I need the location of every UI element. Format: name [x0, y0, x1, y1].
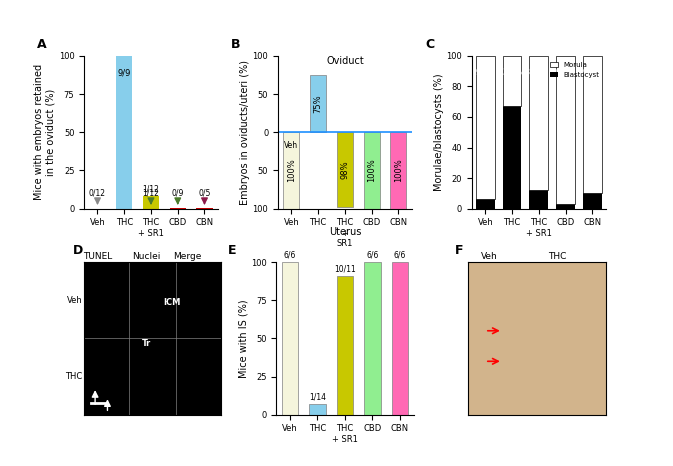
Text: 9/9: 9/9	[118, 68, 131, 77]
Bar	[556, 56, 575, 204]
Text: THC: THC	[65, 372, 83, 381]
Text: 97%: 97%	[556, 68, 575, 77]
Text: 0/9: 0/9	[172, 189, 184, 198]
Text: F: F	[455, 244, 463, 257]
Text: 10/11: 10/11	[334, 265, 356, 274]
Text: 90%: 90%	[582, 68, 602, 77]
Text: THC: THC	[548, 252, 567, 261]
Text: D: D	[73, 244, 83, 257]
Bar	[337, 132, 353, 207]
Text: Tr: Tr	[142, 339, 151, 348]
Text: 98%: 98%	[341, 160, 349, 179]
Text: Veh: Veh	[67, 296, 83, 305]
Text: 1/14: 1/14	[309, 392, 326, 402]
Text: TUNEL: TUNEL	[83, 252, 112, 261]
Bar	[390, 132, 406, 209]
Text: 100%: 100%	[287, 158, 296, 182]
Y-axis label: Mice with embryos retained
in the oviduct (%): Mice with embryos retained in the oviduc…	[34, 64, 56, 200]
Text: Veh: Veh	[481, 252, 497, 261]
Text: Uterus: Uterus	[328, 227, 361, 237]
Bar	[392, 262, 408, 415]
Text: 100%: 100%	[394, 158, 403, 182]
Text: A: A	[37, 38, 47, 51]
Text: 0/5: 0/5	[199, 189, 211, 198]
Text: 100%: 100%	[367, 158, 376, 182]
Text: Nuclei: Nuclei	[132, 252, 160, 261]
Bar	[336, 276, 353, 415]
Text: 0/12: 0/12	[89, 189, 106, 198]
Bar	[583, 56, 602, 193]
Bar	[583, 193, 602, 209]
Y-axis label: Mice with IS (%): Mice with IS (%)	[238, 299, 248, 378]
Text: Veh: Veh	[285, 141, 299, 150]
Bar	[309, 404, 326, 415]
Bar	[530, 190, 548, 209]
Text: 94%: 94%	[475, 68, 495, 77]
Bar	[530, 56, 548, 190]
Bar	[476, 56, 495, 199]
Bar	[503, 106, 522, 209]
Bar	[364, 262, 381, 415]
Bar	[170, 208, 186, 209]
Bar	[363, 132, 380, 209]
Text: 1/12: 1/12	[143, 185, 160, 193]
Legend: Morula, Blastocyst: Morula, Blastocyst	[546, 59, 602, 81]
Text: 6/6: 6/6	[394, 251, 406, 260]
Bar	[283, 132, 299, 209]
Text: 6/6: 6/6	[284, 251, 296, 260]
Text: 1/12: 1/12	[143, 189, 160, 198]
Bar	[556, 204, 575, 209]
Y-axis label: Morulae/blastocysts (%): Morulae/blastocysts (%)	[433, 74, 444, 191]
Bar	[310, 75, 326, 132]
Bar	[476, 199, 495, 209]
Bar	[282, 262, 298, 415]
Text: C: C	[425, 38, 434, 51]
Text: *: *	[509, 88, 516, 102]
Text: 88%: 88%	[529, 68, 548, 77]
Text: 6/6: 6/6	[366, 251, 378, 260]
Text: 33%: 33%	[502, 68, 522, 77]
Text: Oviduct: Oviduct	[326, 56, 364, 66]
Text: 75%: 75%	[314, 94, 322, 113]
Bar	[197, 208, 213, 209]
Text: Merge: Merge	[173, 252, 201, 261]
Text: E: E	[228, 244, 237, 257]
Text: ICM: ICM	[164, 298, 181, 307]
Y-axis label: Embryos in oviducts/uteri (%): Embryos in oviducts/uteri (%)	[240, 60, 250, 205]
Text: B: B	[232, 38, 241, 51]
Bar	[116, 56, 133, 209]
Bar	[503, 56, 522, 106]
Bar	[143, 196, 159, 209]
